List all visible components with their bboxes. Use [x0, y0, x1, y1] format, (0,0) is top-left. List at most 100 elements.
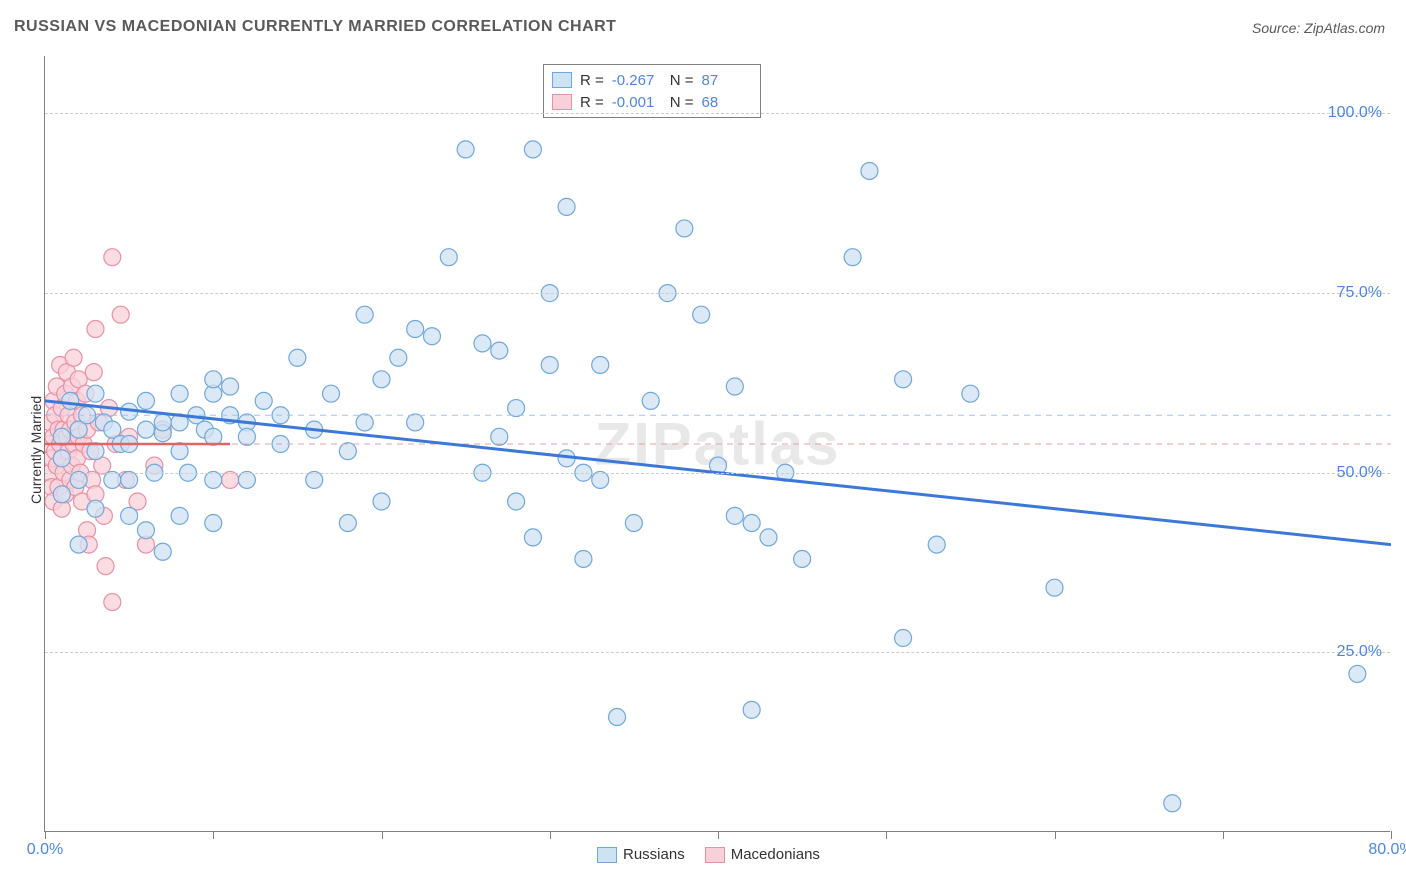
gridline	[45, 113, 1390, 114]
data-point	[508, 400, 525, 417]
source-attribution: Source: ZipAtlas.com	[1252, 20, 1385, 36]
legend-n-value: 87	[702, 72, 752, 89]
x-tick-mark	[382, 831, 383, 839]
data-point	[844, 249, 861, 266]
data-point	[53, 450, 70, 467]
legend-swatch	[597, 847, 617, 863]
data-point	[222, 378, 239, 395]
data-point	[238, 428, 255, 445]
legend-item: Macedonians	[705, 846, 820, 863]
data-point	[726, 507, 743, 524]
chart-title: RUSSIAN VS MACEDONIAN CURRENTLY MARRIED …	[14, 18, 616, 36]
data-point	[390, 349, 407, 366]
data-point	[794, 550, 811, 567]
data-point	[625, 515, 642, 532]
data-point	[104, 471, 121, 488]
data-point	[726, 378, 743, 395]
data-point	[861, 162, 878, 179]
data-point	[87, 385, 104, 402]
data-point	[491, 428, 508, 445]
legend-n-value: 68	[702, 94, 752, 111]
data-point	[558, 198, 575, 215]
data-point	[1164, 795, 1181, 812]
x-tick-label: 80.0%	[1368, 841, 1406, 859]
data-point	[306, 471, 323, 488]
legend-label: Russians	[623, 846, 685, 863]
x-tick-mark	[1223, 831, 1224, 839]
y-tick-label: 25.0%	[1337, 643, 1382, 661]
data-point	[87, 500, 104, 517]
data-point	[171, 385, 188, 402]
data-point	[440, 249, 457, 266]
scatter-svg	[45, 56, 1391, 832]
data-point	[121, 507, 138, 524]
data-point	[104, 249, 121, 266]
legend-item: Russians	[597, 846, 685, 863]
data-point	[373, 493, 390, 510]
data-point	[339, 443, 356, 460]
data-point	[70, 536, 87, 553]
data-point	[1349, 665, 1366, 682]
data-point	[491, 342, 508, 359]
data-point	[928, 536, 945, 553]
data-point	[53, 486, 70, 503]
data-point	[87, 321, 104, 338]
data-point	[743, 701, 760, 718]
data-point	[255, 392, 272, 409]
legend-swatch	[552, 94, 572, 110]
data-point	[962, 385, 979, 402]
data-point	[474, 335, 491, 352]
y-axis-label: Currently Married	[28, 396, 44, 504]
series-legend: Russians Macedonians	[597, 846, 820, 863]
data-point	[457, 141, 474, 158]
data-point	[693, 306, 710, 323]
data-point	[323, 385, 340, 402]
data-point	[1046, 579, 1063, 596]
y-tick-label: 50.0%	[1337, 464, 1382, 482]
data-point	[642, 392, 659, 409]
data-point	[104, 594, 121, 611]
data-point	[609, 709, 626, 726]
plot-area: ZIPatlas R =-0.267N =87R =-0.001N =68 25…	[44, 56, 1390, 832]
x-tick-mark	[1055, 831, 1056, 839]
data-point	[407, 414, 424, 431]
data-point	[154, 543, 171, 560]
legend-r-value: -0.267	[612, 72, 662, 89]
data-point	[895, 630, 912, 647]
data-point	[743, 515, 760, 532]
data-point	[339, 515, 356, 532]
gridline	[45, 652, 1390, 653]
data-point	[407, 321, 424, 338]
data-point	[112, 306, 129, 323]
data-point	[137, 522, 154, 539]
data-point	[524, 529, 541, 546]
y-tick-label: 100.0%	[1328, 104, 1382, 122]
x-tick-mark	[718, 831, 719, 839]
data-point	[289, 349, 306, 366]
data-point	[592, 471, 609, 488]
data-point	[760, 529, 777, 546]
x-tick-mark	[45, 831, 46, 839]
data-point	[65, 349, 82, 366]
correlation-legend: R = -0.267 N = 87 R =-0.001N =68	[543, 64, 761, 118]
data-point	[592, 356, 609, 373]
data-point	[356, 414, 373, 431]
x-tick-mark	[550, 831, 551, 839]
chart-container: { "title": { "text": "RUSSIAN VS MACEDON…	[0, 0, 1406, 892]
y-tick-label: 75.0%	[1337, 284, 1382, 302]
legend-row: R =-0.001N =68	[552, 91, 752, 113]
data-point	[205, 515, 222, 532]
data-point	[137, 421, 154, 438]
x-tick-mark	[886, 831, 887, 839]
data-point	[508, 493, 525, 510]
legend-n-label: N =	[670, 72, 694, 89]
gridline	[45, 293, 1390, 294]
legend-r-label: R =	[580, 72, 604, 89]
legend-swatch	[552, 72, 572, 88]
data-point	[423, 328, 440, 345]
data-point	[205, 371, 222, 388]
data-point	[97, 558, 114, 575]
legend-r-value: -0.001	[612, 94, 662, 111]
data-point	[895, 371, 912, 388]
data-point	[524, 141, 541, 158]
